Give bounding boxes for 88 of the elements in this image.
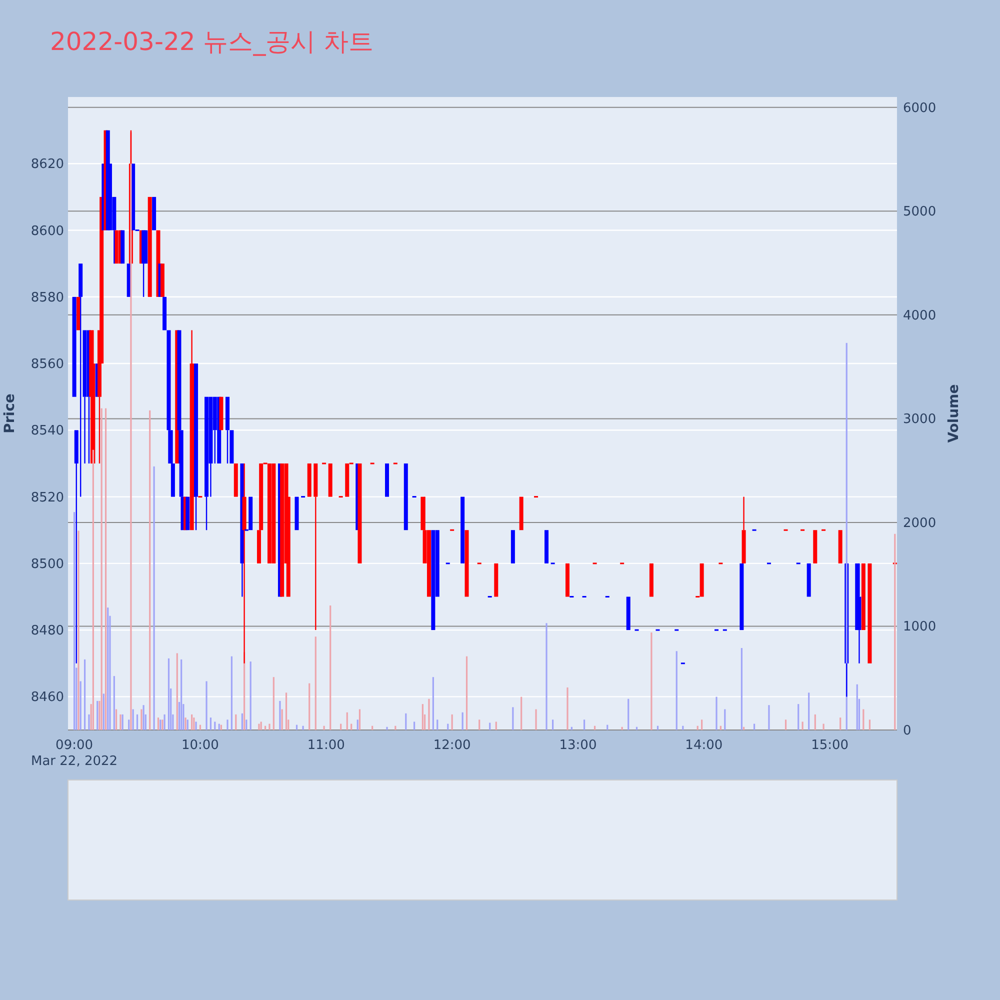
candlestick	[170, 463, 175, 497]
candlestick	[120, 230, 125, 264]
y2-tick-label: 1000	[903, 620, 936, 635]
candlestick	[626, 596, 630, 630]
candlestick	[112, 196, 116, 264]
candlestick	[166, 330, 171, 464]
candlestick	[742, 496, 746, 564]
y2-tick-label: 3000	[903, 412, 936, 428]
candlestick	[219, 396, 224, 430]
candlestick	[152, 196, 156, 230]
candlestick	[267, 463, 272, 564]
candlestick	[328, 463, 332, 497]
y2-tick-label: 5000	[903, 204, 936, 220]
candlestick	[464, 530, 469, 597]
candlestick	[256, 530, 261, 564]
x-tick-label: 15:00	[811, 738, 849, 753]
candlestick	[144, 230, 148, 264]
candlestick	[740, 563, 744, 630]
y-tick-label: 8540	[30, 424, 64, 439]
y-tick-label: 8460	[30, 690, 64, 706]
y2-tick-label: 6000	[903, 100, 936, 116]
candlestick	[649, 563, 654, 597]
candlestick	[208, 396, 213, 498]
candlestick	[422, 496, 427, 564]
candlestick	[212, 396, 217, 464]
candlestick	[72, 296, 76, 397]
candlestick	[700, 563, 704, 597]
candlestick	[148, 196, 152, 297]
x-tick-label: 10:00	[181, 738, 219, 753]
y-tick-label: 8520	[30, 490, 64, 506]
candlestick	[861, 563, 866, 630]
candlestick	[194, 364, 198, 531]
candlestick	[431, 530, 436, 630]
candlestick	[460, 496, 465, 564]
candlestick	[108, 164, 112, 230]
y-tick-label: 8560	[30, 357, 64, 372]
candlestick	[838, 530, 842, 564]
y-tick-label: 8580	[30, 290, 64, 306]
y-axis-title: Price	[2, 394, 18, 434]
candlestick	[226, 396, 230, 464]
candlestick	[294, 496, 299, 530]
candlestick	[272, 463, 276, 564]
candlestick	[404, 463, 408, 530]
candlestick	[358, 463, 362, 564]
candlestick	[510, 530, 515, 564]
candlestick	[345, 463, 350, 497]
candlestick	[82, 330, 87, 464]
y-tick-label: 8480	[30, 624, 64, 639]
x-tick-label: 09:00 Mar 22, 2022	[31, 738, 118, 769]
candlestick	[74, 430, 78, 664]
candlestick	[280, 463, 284, 597]
chart-title: 2022-03-22 뉴스_공시 차트	[50, 27, 374, 56]
candlestick	[162, 296, 167, 330]
candlestick	[78, 264, 83, 498]
candlestick	[494, 563, 498, 597]
candlestick	[186, 496, 190, 530]
y2-tick-label: 2000	[903, 516, 936, 531]
candlestick	[314, 463, 318, 631]
candlestick	[385, 463, 390, 497]
candlestick	[426, 530, 431, 597]
x-tick-label: 11:00	[307, 738, 345, 753]
candlestick	[230, 430, 234, 464]
candlestick	[435, 530, 440, 597]
candlestick	[806, 563, 811, 597]
candlestick	[519, 496, 524, 530]
y2-tick-label: 0	[903, 724, 912, 738]
candlestick	[259, 463, 264, 530]
candlestick	[248, 496, 253, 530]
candlestick	[286, 496, 290, 597]
candlestick	[544, 530, 549, 564]
candlestick	[857, 562, 862, 664]
candlestick	[307, 463, 312, 497]
x-tick-label: 12:00	[433, 738, 471, 753]
candlestick	[160, 264, 164, 297]
x-tick-label: 13:00	[559, 738, 597, 753]
candlestick	[813, 530, 818, 564]
y-tick-label: 8500	[30, 556, 64, 572]
x-tick-label: 14:00	[685, 738, 723, 753]
candlestick	[179, 430, 184, 531]
y2-tick-label: 4000	[903, 308, 936, 324]
y2-axis-title: Volume	[946, 384, 962, 443]
candlestick	[566, 563, 570, 597]
candlestick	[177, 330, 182, 464]
y-tick-label: 8600	[30, 224, 64, 239]
candlestick	[868, 563, 872, 664]
candlestick	[204, 396, 209, 531]
y-tick-label: 8620	[30, 157, 64, 172]
candlestick	[234, 463, 238, 497]
